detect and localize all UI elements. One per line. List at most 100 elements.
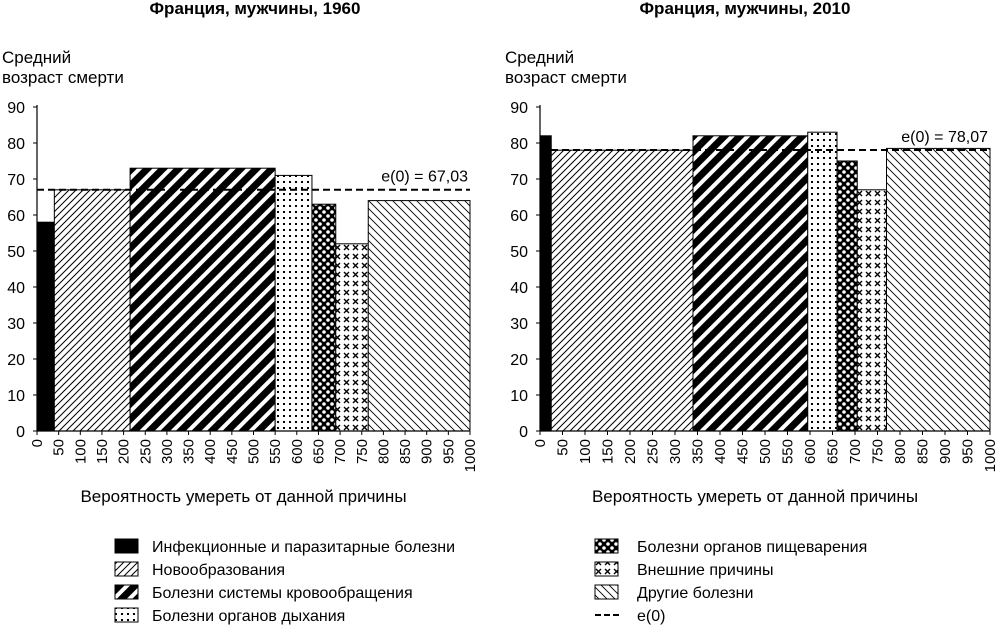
bar-circulatory xyxy=(692,135,809,432)
y-tick-label: 30 xyxy=(7,316,25,333)
y-tick-label: 10 xyxy=(510,388,528,405)
x-tick-label: 900 xyxy=(937,439,954,464)
legend-swatch-other xyxy=(594,584,619,600)
y-axis-label-line-1: Средний xyxy=(2,48,71,67)
y-tick-label: 0 xyxy=(16,424,25,441)
y-tick-label: 90 xyxy=(7,100,25,117)
x-tick-label: 600 xyxy=(802,439,819,464)
y-tick-label: 70 xyxy=(7,172,25,189)
bar-respiratory xyxy=(807,131,838,432)
y-tick-label: 80 xyxy=(7,136,25,153)
bar-other xyxy=(886,147,991,432)
x-tick-label: 0 xyxy=(29,439,46,447)
x-tick-label: 650 xyxy=(825,439,842,464)
x-tick-label: 250 xyxy=(645,439,662,464)
legend-swatch-digestive xyxy=(594,538,619,554)
y-tick-label: 40 xyxy=(7,280,25,297)
bar-external xyxy=(856,189,887,432)
x-tick-label: 900 xyxy=(419,439,436,464)
y-tick-label: 20 xyxy=(510,352,528,369)
x-tick-label: 550 xyxy=(267,439,284,464)
legend-label-infectious: Инфекционные и паразитарные болезни xyxy=(152,539,455,556)
bar-digestive xyxy=(311,203,337,432)
x-tick-label: 300 xyxy=(159,439,176,464)
legend-swatch-infectious xyxy=(114,538,139,554)
x-tick-label: 150 xyxy=(94,439,111,464)
bar-circulatory xyxy=(129,167,276,432)
x-tick-label: 350 xyxy=(181,439,198,464)
e0-label: e(0) = 78,07 xyxy=(901,129,988,146)
y-tick-label: 0 xyxy=(519,424,528,441)
x-tick-label: 750 xyxy=(870,439,887,464)
x-tick-label: 200 xyxy=(622,439,639,464)
y-tick-label: 80 xyxy=(510,136,528,153)
x-tick-label: 600 xyxy=(289,439,306,464)
bar-external xyxy=(335,243,369,432)
legend-swatch-neoplasms xyxy=(114,561,139,577)
x-tick-label: 650 xyxy=(310,439,327,464)
legend-label-e0: e(0) xyxy=(637,608,665,625)
legend-swatch-respiratory xyxy=(114,607,139,623)
bar-other xyxy=(367,200,471,432)
y-tick-label: 60 xyxy=(510,208,528,225)
y-tick-label: 90 xyxy=(510,100,528,117)
bar-infectious xyxy=(36,221,55,432)
y-tick-label: 40 xyxy=(510,280,528,297)
y-tick-label: 20 xyxy=(7,352,25,369)
x-tick-label: 100 xyxy=(577,439,594,464)
x-tick-label: 500 xyxy=(757,439,774,464)
y-tick-label: 50 xyxy=(510,244,528,261)
x-axis-label: Вероятность умереть от данной причины xyxy=(592,487,918,506)
x-tick-label: 850 xyxy=(915,439,932,464)
x-tick-label: 950 xyxy=(960,439,977,464)
x-axis-label: Вероятность умереть от данной причины xyxy=(80,487,406,506)
legend-label-neoplasms: Новообразования xyxy=(152,562,285,579)
y-tick-label: 70 xyxy=(510,172,528,189)
x-tick-label: 250 xyxy=(137,439,154,464)
x-tick-label: 550 xyxy=(780,439,797,464)
legend-label-other: Другие болезни xyxy=(637,585,753,602)
x-tick-label: 300 xyxy=(667,439,684,464)
x-tick-label: 750 xyxy=(354,439,371,464)
x-tick-label: 850 xyxy=(397,439,414,464)
legend-label-external: Внешние причины xyxy=(637,562,773,579)
y-axis-label-line-2: возраст смерти xyxy=(2,68,124,87)
legend-label-respiratory: Болезни органов дыхания xyxy=(152,608,345,625)
y-axis-label-line-1: Средний xyxy=(505,48,574,67)
x-tick-label: 0 xyxy=(532,439,549,447)
y-axis-label-line-2: возраст смерти xyxy=(505,68,627,87)
x-tick-label: 400 xyxy=(712,439,729,464)
x-tick-label: 200 xyxy=(116,439,133,464)
bar-digestive xyxy=(836,160,858,432)
x-tick-label: 700 xyxy=(847,439,864,464)
x-tick-label: 150 xyxy=(600,439,617,464)
x-tick-label: 50 xyxy=(51,439,68,456)
x-tick-label: 500 xyxy=(246,439,263,464)
bar-neoplasms xyxy=(53,189,131,432)
bar-respiratory xyxy=(274,174,313,432)
legend-swatch-circulatory xyxy=(114,584,139,600)
x-tick-label: 450 xyxy=(224,439,241,464)
x-tick-label: 950 xyxy=(440,439,457,464)
bar-infectious xyxy=(539,135,552,432)
x-tick-label: 1000 xyxy=(982,439,999,472)
x-tick-label: 450 xyxy=(735,439,752,464)
x-tick-label: 350 xyxy=(690,439,707,464)
e0-label: e(0) = 67,03 xyxy=(381,169,468,186)
chart-title: Франция, мужчины, 1960 xyxy=(150,0,361,18)
x-tick-label: 1000 xyxy=(462,439,479,472)
x-tick-label: 700 xyxy=(332,439,349,464)
x-tick-label: 800 xyxy=(892,439,909,464)
chart-title: Франция, мужчины, 2010 xyxy=(640,0,851,18)
legend-label-digestive: Болезни органов пищеварения xyxy=(637,539,867,556)
x-tick-label: 50 xyxy=(555,439,572,456)
y-tick-label: 60 xyxy=(7,208,25,225)
y-tick-label: 50 xyxy=(7,244,25,261)
y-tick-label: 10 xyxy=(7,388,25,405)
x-tick-label: 400 xyxy=(202,439,219,464)
bar-neoplasms xyxy=(550,149,694,432)
y-tick-label: 30 xyxy=(510,316,528,333)
